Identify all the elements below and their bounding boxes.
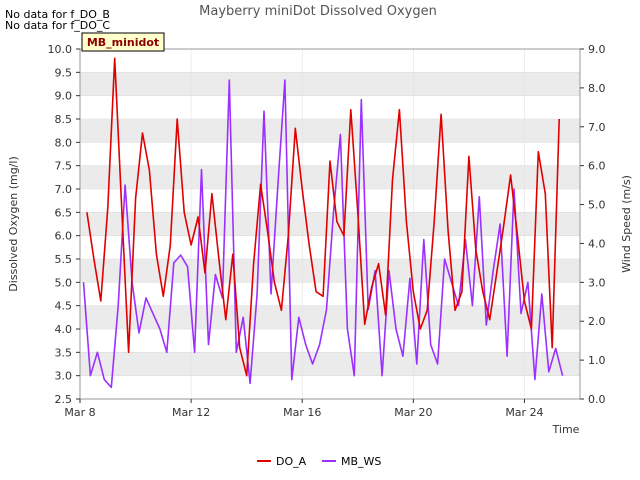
x-axis-label: Time	[552, 423, 580, 436]
series-line-mb-ws	[82, 79, 564, 389]
site-badge-label: MB_minidot	[87, 36, 159, 49]
no-data-note-c: No data for f_DO_C	[5, 19, 110, 32]
chart-title: Mayberry miniDot Dissolved Oxygen	[199, 4, 437, 19]
y2-tick-label: 4.0	[588, 237, 606, 250]
legend: DO_A MB_WS	[257, 455, 381, 468]
x-tick-label: Mar 12	[172, 406, 210, 419]
y-tick-label: 9.5	[55, 66, 73, 79]
plot-frame	[79, 48, 581, 400]
site-badge: MB_minidot	[81, 32, 165, 52]
x-tick-label: Mar 20	[394, 406, 432, 419]
y-tick-label: 5.0	[55, 276, 73, 289]
left-axis: 2.5 3.0 3.5 4.0 4.5 5.0 5.5 6.0 6.5 7.0 7.5 8.0 8.5 9…	[48, 43, 80, 406]
legend-label-mb-ws: MB_WS	[341, 455, 381, 468]
y-tick-label: 3.5	[55, 346, 73, 359]
background-band	[80, 305, 580, 329]
y-tick-label: 9.0	[55, 90, 73, 103]
y-tick-label: 7.0	[55, 183, 73, 196]
series-layer	[82, 57, 564, 389]
series-line-do-a	[86, 57, 560, 377]
y-tick-label: 8.5	[55, 113, 73, 126]
background-band	[80, 72, 580, 96]
bottom-axis: Mar 8 Mar 12 Mar 16 Mar 20 Mar 24	[64, 399, 544, 419]
y2-tick-label: 0.0	[588, 393, 606, 406]
x-tick-label: Mar 24	[505, 406, 543, 419]
y2-tick-label: 2.0	[588, 315, 606, 328]
y-tick-label: 4.5	[55, 300, 73, 313]
x-tick-label: Mar 16	[283, 406, 321, 419]
y2-tick-label: 1.0	[588, 354, 606, 367]
y-tick-label: 2.5	[55, 393, 73, 406]
y-tick-label: 10.0	[48, 43, 73, 56]
y2-axis-label: Wind Speed (m/s)	[620, 175, 633, 273]
y-tick-label: 7.5	[55, 160, 73, 173]
background-band	[80, 119, 580, 143]
y2-tick-label: 3.0	[588, 276, 606, 289]
y2-tick-label: 5.0	[588, 199, 606, 212]
y-tick-label: 8.0	[55, 136, 73, 149]
y-axis-label: Dissolved Oxygen (mg/l)	[7, 156, 20, 291]
y-tick-label: 3.0	[55, 370, 73, 383]
site-badge-box	[81, 32, 165, 52]
y2-tick-label: 8.0	[588, 82, 606, 95]
background-band	[80, 212, 580, 236]
y-tick-label: 6.5	[55, 206, 73, 219]
legend-label-do-a: DO_A	[276, 455, 307, 468]
y-tick-label: 5.5	[55, 253, 73, 266]
right-axis: 0.0 1.0 2.0 3.0 4.0 5.0 6.0 7.0 8.0 9.0	[580, 43, 606, 406]
y-tick-label: 6.0	[55, 230, 73, 243]
y-tick-label: 4.0	[55, 323, 73, 336]
y2-tick-label: 6.0	[588, 160, 606, 173]
y2-tick-label: 7.0	[588, 121, 606, 134]
background-band	[80, 165, 580, 189]
y2-tick-label: 9.0	[588, 43, 606, 56]
x-tick-label: Mar 8	[64, 406, 95, 419]
no-data-note-b: No data for f_DO_B	[5, 8, 110, 21]
background-band	[80, 352, 580, 376]
